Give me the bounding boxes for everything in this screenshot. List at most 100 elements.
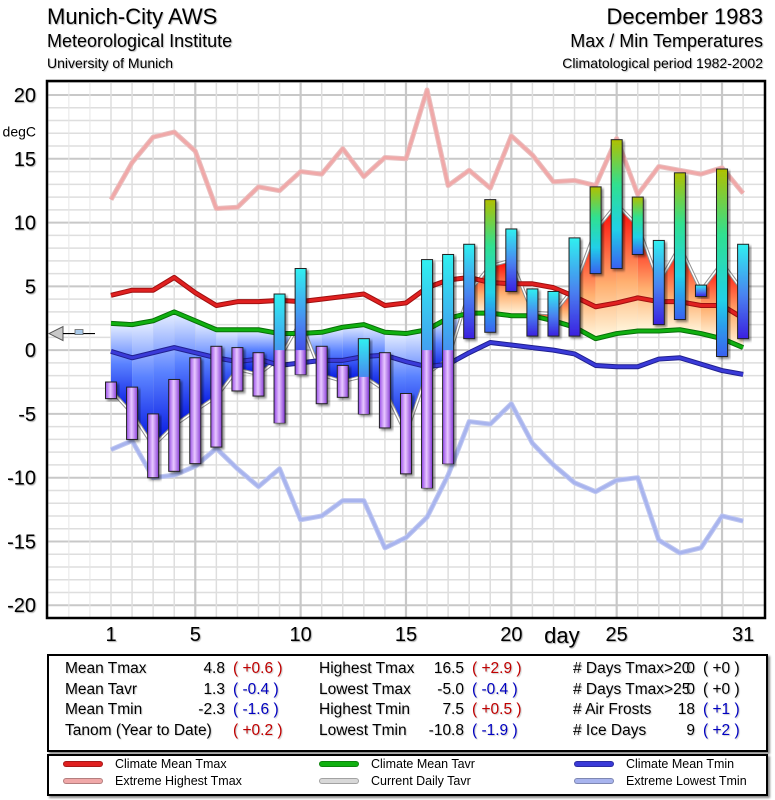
daily-bar-day-11 [315,345,328,405]
x-tick-label: 1 [105,624,116,646]
daily-bar-day-29 [694,284,707,298]
stat-anomaly: ( +0.6 ) [233,660,283,677]
daily-bar-day-12 [336,364,349,398]
stat-label: Highest Tmax [319,660,415,677]
stat-label: Mean Tmin [65,701,143,718]
y-tick-label: -10 [7,468,36,490]
daily-bar-cold-part [295,350,306,375]
daily-bar-day-31 [737,243,750,340]
legend-label: Extreme Lowest Tmin [626,774,747,788]
legend-swatch [574,761,614,767]
daily-bar [610,139,623,270]
legend-label: Extreme Highest Tmax [115,774,242,788]
y-axis: 20 15 10 5 0 -5 -10 -15 -20 degC [3,85,36,617]
daily-bar [378,352,391,429]
stat-label: Mean Tavr [65,680,138,698]
daily-bar [126,386,139,440]
y-tick-label: 5 [25,276,36,298]
x-tick-label: 15 [395,624,417,646]
daily-bar [231,347,244,392]
stat-anomaly: ( -1.6 ) [233,701,279,718]
legend-item: Extreme Highest Tmax [63,774,242,788]
y-tick-label: 10 [14,213,36,235]
legend-swatch [319,761,359,767]
legend-label: Climate Mean Tmax [115,757,227,771]
stat-value: -10.8 [428,721,464,739]
stat-value: 0 [686,660,695,677]
stat-label: # Ice Days [573,721,647,739]
daily-bar [189,357,202,465]
stat-anomaly: ( -0.4 ) [472,680,518,698]
daily-bar-day-2 [126,386,139,440]
legend-swatch [319,778,359,784]
daily-bar-day-30 [716,168,729,358]
daily-bar-day-14 [378,352,391,429]
daily-bar [399,393,412,475]
daily-bar-cold-part [274,350,285,423]
daily-bar [505,228,518,292]
stat-label: Tanom (Year to Date) [65,721,212,739]
stat-anomaly: ( +0.5 ) [472,701,522,718]
daily-bar [694,284,707,298]
stat-value: 1.3 [203,680,225,698]
stat-anomaly: ( -0.4 ) [233,680,279,698]
legend-item: Climate Mean Tmax [63,757,227,771]
daily-bar [168,378,181,472]
daily-bar-day-21 [526,288,539,337]
stat-anomaly: ( +1 ) [703,701,740,718]
daily-bar-day-9 [273,293,286,424]
daily-bar-day-24 [589,186,602,275]
legend-item: Current Daily Tavr [319,774,471,788]
daily-bar-day-1 [105,381,117,400]
daily-bar [463,243,476,340]
stat-label: Lowest Tmin [319,721,407,739]
station-title: Munich-City AWS [47,4,218,29]
stat-value: 7.5 [442,701,464,718]
daily-bar-day-4 [168,378,181,472]
daily-bar [484,199,497,333]
stat-anomaly: ( +2.9 ) [472,660,522,677]
stat-label: # Air Frosts [573,701,652,718]
daily-bar-day-18 [463,243,476,340]
x-tick-label: 20 [500,624,522,646]
stat-value: -2.3 [198,701,225,718]
daily-bar-day-8 [252,352,265,397]
stat-label: # Days Tmax>25 [573,680,691,698]
daily-bar-cold-part [422,350,433,488]
y-tick-label: 20 [14,85,36,107]
chart-subtitle: Max / Min Temperatures [570,31,763,51]
daily-bar-day-27 [652,239,665,326]
daily-bar-day-13 [357,338,370,415]
daily-bar-day-20 [505,228,518,292]
legend-label: Current Daily Tavr [371,774,471,788]
y-tick-label: 0 [25,340,36,362]
legend-item: Extreme Lowest Tmin [574,774,747,788]
daily-bar [631,196,644,255]
stat-label: Highest Tmin [319,701,411,718]
legend-label: Climate Mean Tavr [371,757,475,771]
daily-bar [105,381,117,400]
daily-bar-day-10 [294,268,307,375]
daily-bar-cold-part [443,350,454,464]
legend: Climate Mean Tmax Climate Mean Tavr Climat… [47,754,768,796]
daily-bar [652,239,665,326]
daily-bar-day-16 [421,259,434,489]
stat-value: 0 [686,680,695,698]
daily-bar [737,243,750,340]
stat-value: 18 [677,701,695,718]
stat-anomaly: ( -1.9 ) [472,721,518,739]
daily-bar-day-5 [189,357,202,465]
daily-bar [252,352,265,397]
legend-swatch [63,778,103,784]
legend-swatch [574,778,614,784]
stat-value: 4.8 [203,660,225,677]
daily-bar [568,237,581,337]
stat-anomaly: ( +2 ) [703,721,740,739]
y-axis-unit: degC [3,124,36,140]
statistics-panel: Mean Tmax 4.8 ( +0.6 ) Mean Tavr 1.3 ( -0.4 )… [47,654,768,752]
legend-item: Climate Mean Tavr [319,757,475,771]
daily-bar-day-28 [673,172,686,321]
daily-bar [716,168,729,358]
